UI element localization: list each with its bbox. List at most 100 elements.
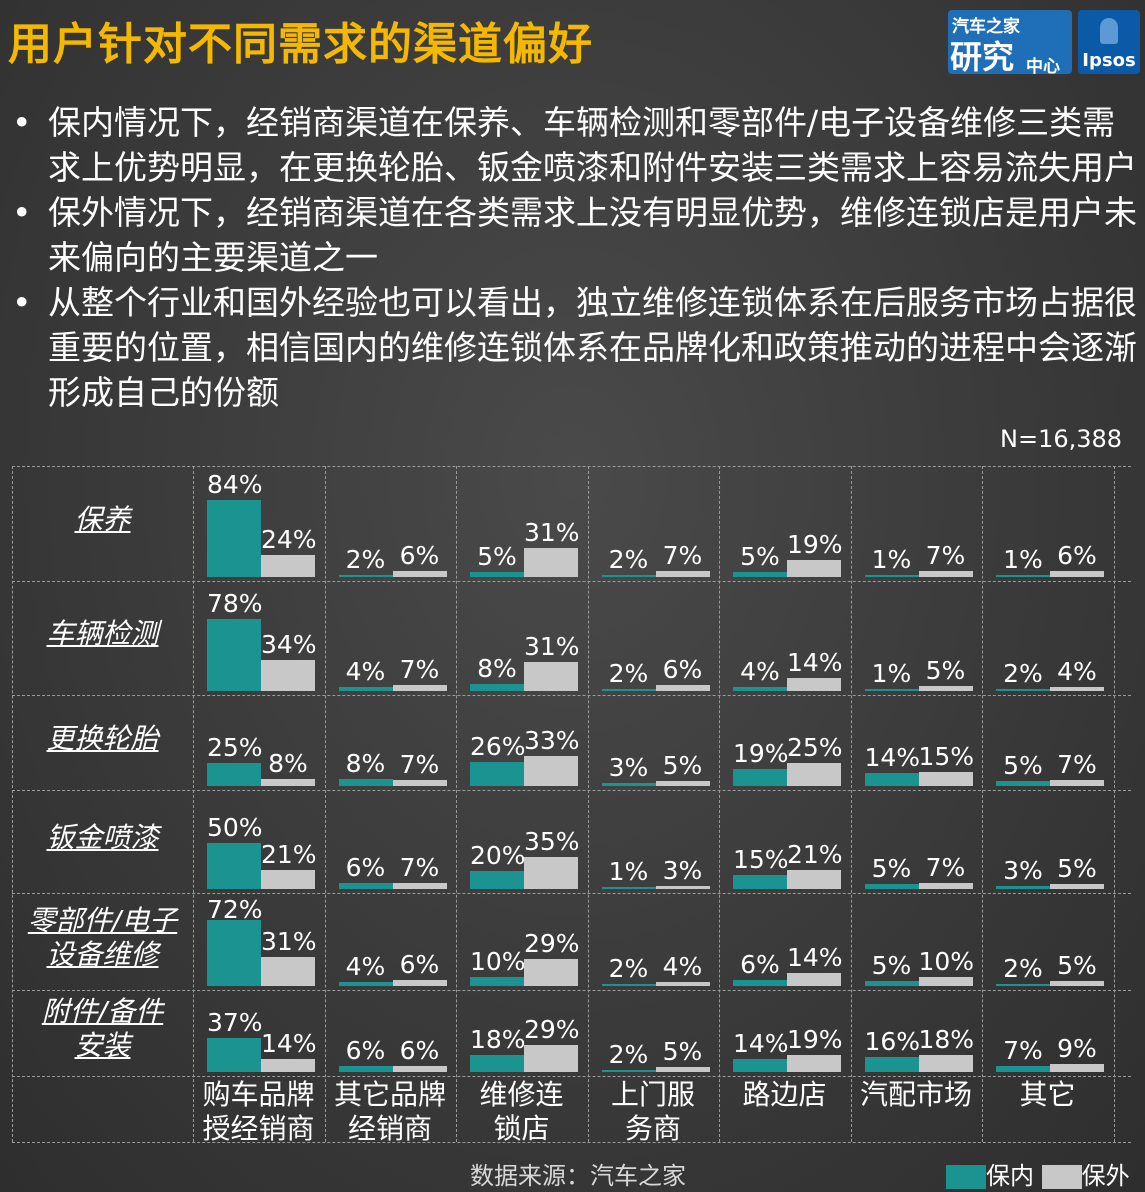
data-source-note: 数据来源：汽车之家 (470, 1162, 686, 1190)
bar-inside-warranty (470, 762, 524, 786)
data-label: 2% (608, 659, 649, 688)
bar-inside-warranty (996, 886, 1050, 889)
bar-outside-warranty (392, 684, 447, 691)
data-label: 8% (477, 653, 517, 683)
grid-line-horizontal (12, 990, 1131, 991)
grid-line-horizontal (12, 695, 1131, 696)
data-label: 14% (787, 648, 843, 678)
data-label: 3% (608, 753, 649, 783)
data-label: 7% (399, 654, 440, 684)
grid-line-vertical (1113, 466, 1115, 1142)
bar-outside-warranty (787, 559, 841, 577)
data-label: 2% (608, 545, 649, 574)
data-label: 3% (662, 856, 703, 886)
data-label: 15% (733, 845, 789, 875)
row-label: 保养 (12, 503, 193, 537)
legend-label-inside: 保内 (986, 1162, 1034, 1190)
column-label: 上门服 务商 (588, 1078, 719, 1146)
data-label: 21% (787, 839, 843, 869)
grid-line-horizontal (12, 893, 1131, 894)
data-label: 29% (524, 1015, 580, 1045)
data-label: 31% (261, 927, 317, 957)
bar-outside-warranty (392, 571, 447, 577)
legend-swatch-outside (1041, 1165, 1082, 1189)
sample-size-label: N=16,388 (1000, 425, 1123, 453)
data-label: 1% (871, 545, 912, 574)
bullet-item: • 保内情况下，经销商渠道在保养、车辆检测和零部件/电子设备维修三类需求上优势明… (12, 100, 1137, 190)
bar-inside-warranty (601, 887, 656, 889)
column-label-line: 购车品牌 (202, 1078, 315, 1111)
row-label: 附件/备件 安装 (12, 995, 193, 1063)
data-label: 14% (733, 1029, 789, 1059)
bar-inside-warranty (733, 1059, 787, 1072)
data-label: 6% (740, 950, 780, 980)
column-label: 维修连 锁店 (456, 1078, 587, 1146)
column-label-line: 路边店 (742, 1078, 827, 1111)
bar-outside-warranty (655, 982, 710, 986)
data-label: 25% (787, 733, 843, 762)
bar-inside-warranty (207, 619, 261, 691)
bar-inside-warranty (601, 783, 656, 786)
data-label: 31% (524, 518, 580, 548)
bar-outside-warranty (1050, 779, 1104, 786)
bar-outside-warranty (392, 1066, 447, 1072)
bar-outside-warranty (787, 678, 841, 691)
channel-preference-chart: 保养 车辆检测 更换轮胎 钣金喷漆 零部件/电子 设备维修 附件/备件 安装 购车品牌 授经销商其… (12, 466, 1131, 1145)
data-label: 7% (399, 749, 440, 779)
data-label: 8% (345, 748, 386, 778)
bar-outside-warranty (655, 1067, 710, 1072)
data-label: 4% (662, 952, 703, 982)
data-label: 37% (207, 1007, 263, 1037)
data-label: 5% (925, 656, 966, 686)
bar-outside-warranty (918, 882, 973, 889)
column-label-line: 汽配市场 (859, 1078, 972, 1111)
row-label-line: 更换轮胎 (46, 721, 159, 755)
data-label: 6% (345, 853, 386, 883)
data-label: 7% (925, 852, 966, 882)
bar-outside-warranty (1050, 571, 1104, 577)
data-label: 33% (524, 725, 580, 755)
data-label: 5% (1003, 751, 1043, 781)
data-label: 4% (345, 952, 386, 982)
grid-line-vertical (12, 466, 13, 1142)
data-label: 21% (261, 839, 317, 869)
column-label: 购车品牌 授经销商 (193, 1078, 324, 1146)
bar-outside-warranty (524, 548, 578, 577)
bar-inside-warranty (338, 883, 393, 889)
bar-inside-warranty (733, 687, 787, 691)
column-label: 路边店 (719, 1078, 850, 1112)
bullet-dot: • (12, 283, 32, 322)
ipsos-figure-icon (1100, 18, 1118, 44)
data-label: 5% (477, 542, 517, 572)
row-label-line: 车辆检测 (46, 617, 159, 650)
column-label-line: 务商 (624, 1112, 681, 1145)
column-label-line: 上门服 (610, 1078, 695, 1111)
data-label: 18% (918, 1025, 975, 1055)
bar-inside-warranty (207, 763, 261, 786)
bar-outside-warranty (918, 976, 973, 986)
row-label-line: 保养 (74, 502, 131, 536)
data-label: 72% (207, 895, 263, 924)
ipsos-logo: Ipsos (1078, 10, 1140, 74)
column-label-line: 锁店 (493, 1112, 550, 1145)
legend-label-outside: 保外 (1081, 1162, 1130, 1190)
data-label: 3% (1003, 856, 1043, 886)
bar-inside-warranty (207, 919, 261, 986)
bar-outside-warranty (787, 973, 841, 986)
bar-inside-warranty (470, 870, 524, 889)
bar-inside-warranty (996, 689, 1050, 691)
data-label: 84% (207, 469, 263, 499)
bar-outside-warranty (787, 869, 841, 889)
data-label: 10% (470, 946, 526, 976)
bar-inside-warranty (338, 687, 393, 691)
column-label-line: 其它品牌 (333, 1078, 446, 1111)
data-label: 19% (733, 738, 789, 768)
data-label: 14% (787, 943, 843, 973)
bar-outside-warranty (1050, 981, 1104, 986)
data-label: 14% (864, 743, 921, 773)
data-label: 6% (345, 1036, 386, 1066)
data-label: 7% (1057, 749, 1097, 779)
data-label: 14% (261, 1029, 317, 1059)
data-label: 16% (864, 1027, 921, 1057)
bar-inside-warranty (470, 1055, 524, 1072)
